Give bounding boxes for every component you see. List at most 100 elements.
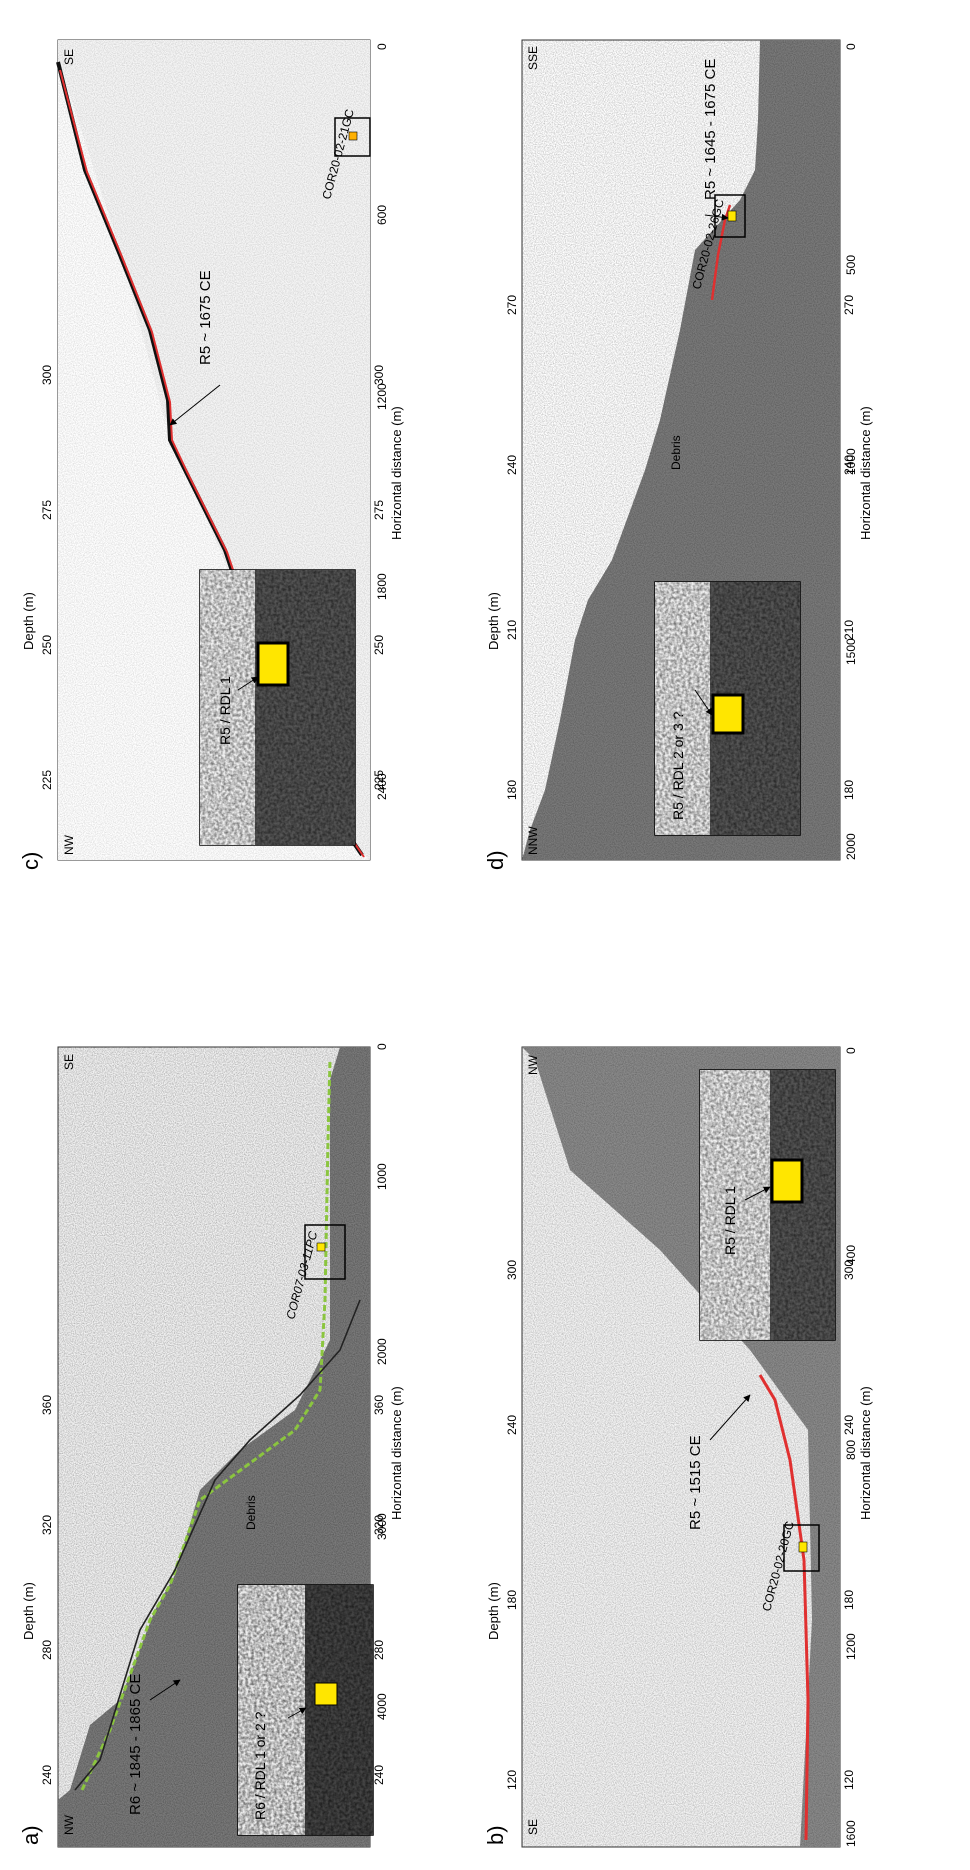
panel-b-xtick: 1200 xyxy=(844,1633,858,1660)
panel-d-core-marker xyxy=(727,210,737,222)
panel-b-letter: b) xyxy=(483,1825,508,1845)
panel-d-corner-right: SSE xyxy=(526,46,540,70)
panel-c-ytick-right: 250 xyxy=(372,635,386,655)
panel-a-reflector xyxy=(80,1059,332,1791)
panel-a-xlabel: Horizontal distance (m) xyxy=(389,1386,404,1520)
panel-b-ytick-right: 300 xyxy=(842,1260,856,1280)
panel-c-inset-arrow xyxy=(237,676,259,691)
panel-a-xtick: 1000 xyxy=(375,1163,389,1190)
panel-c-ytick-left: 300 xyxy=(40,365,54,385)
panel-a-ytick-right: 320 xyxy=(372,1515,386,1535)
panel-a-ytick-right: 280 xyxy=(372,1640,386,1660)
panel-a-letter: a) xyxy=(18,1825,43,1845)
panel-b-xtick: 0 xyxy=(844,1047,858,1054)
panel-b: b) Depth (m) 120 180 240 300 COR20-02-20… xyxy=(483,1046,873,1848)
panel-a-xticks: 4000 3000 2000 1000 0 xyxy=(375,1043,389,1720)
panel-b-reflector xyxy=(758,1374,810,1841)
panel-d-ytick-right: 210 xyxy=(842,620,856,640)
panel-a-xtick: 3000 xyxy=(375,1513,389,1540)
panel-a-xtick: 4000 xyxy=(375,1693,389,1720)
panel-c-ytick-right: 275 xyxy=(372,500,386,520)
panel-b-ytick-right: 240 xyxy=(842,1415,856,1435)
panel-a-reflector-label: R6 ~ 1845 - 1865 CE xyxy=(127,1674,144,1815)
panel-b-yticks-right: 120 180 240 300 xyxy=(842,1260,856,1790)
panel-b-ytick-left: 180 xyxy=(505,1590,519,1610)
panel-c-xlabel: Horizontal distance (m) xyxy=(389,406,404,540)
panel-a-ylabel: Depth (m) xyxy=(21,1582,36,1640)
panel-b-plot: COR20-02-20GC R5 ~ 1515 CE R5 / RDL 1 xyxy=(521,1046,841,1848)
panel-c-reflector-arrow xyxy=(169,384,221,426)
panel-a-basement-line xyxy=(74,1299,361,1791)
panel-a-core-box xyxy=(304,1224,346,1280)
panel-a-ytick-left: 320 xyxy=(40,1515,54,1535)
panel-b-core-box xyxy=(783,1524,820,1572)
panel-d-xtick: 1500 xyxy=(844,638,858,665)
panel-d-xtick: 1000 xyxy=(844,448,858,475)
panel-d-ytick-right: 270 xyxy=(842,295,856,315)
panel-d: d) Depth (m) 180 210 240 270 COR20-02-26… xyxy=(483,39,873,870)
panel-b-xtick: 1600 xyxy=(844,1820,858,1847)
panel-d-inset-label: R5 / RDL 2 or 3 ? xyxy=(670,711,686,820)
panel-b-ytick-left: 300 xyxy=(505,1260,519,1280)
panel-a-debris-label: Debris xyxy=(244,1495,258,1530)
panel-b-ytick-right: 180 xyxy=(842,1590,856,1610)
panel-c-inset: R5 / RDL 1 xyxy=(199,569,356,846)
panel-c-xtick: 600 xyxy=(375,205,389,225)
panel-a: a) Depth (m) 240 280 320 360 COR07-03-11… xyxy=(18,1043,404,1848)
panel-d-yticks-right: 180 210 240 270 xyxy=(842,295,856,800)
panel-b-xticks: 1600 1200 800 400 0 xyxy=(844,1047,858,1847)
panel-b-corner-left: SE xyxy=(526,1819,540,1835)
panel-a-yticks-left: 240 280 320 360 xyxy=(40,1395,54,1785)
panel-a-inset: R6 / RDL 1 or 2 ? xyxy=(237,1584,374,1836)
panel-a-inset-arrow xyxy=(287,1707,307,1719)
panel-b-inset: R5 / RDL 1 xyxy=(699,1069,836,1341)
panel-b-xtick: 800 xyxy=(844,1440,858,1460)
panel-c: c) Depth (m) 225 250 275 300 COR20-02-21… xyxy=(18,39,404,870)
panel-a-yticks-right: 240 280 320 360 xyxy=(372,1395,386,1785)
panel-b-xtick: 400 xyxy=(844,1245,858,1265)
panel-d-ytick-left: 180 xyxy=(505,780,519,800)
panel-a-inset-label: R6 / RDL 1 or 2 ? xyxy=(252,1711,268,1820)
panel-c-plot: COR20-02-21GC R5 ~ 1675 CE R5 / RDL 1 xyxy=(56,39,371,861)
panel-c-ytick-left: 275 xyxy=(40,500,54,520)
panel-a-ytick-right: 360 xyxy=(372,1395,386,1415)
panel-c-xtick: 1200 xyxy=(375,383,389,410)
panel-d-debris-label: Debris xyxy=(669,435,683,470)
panel-b-ytick-right: 120 xyxy=(842,1770,856,1790)
panel-d-ytick-left: 210 xyxy=(505,620,519,640)
panel-c-xtick: 0 xyxy=(375,43,389,50)
panel-c-ytick-right: 225 xyxy=(372,770,386,790)
panel-c-ytick-right: 300 xyxy=(372,365,386,385)
panel-c-yticks-left: 225 250 275 300 xyxy=(40,365,54,790)
panel-c-corner-right: SE xyxy=(62,49,76,65)
panel-b-yticks-left: 120 180 240 300 xyxy=(505,1260,519,1790)
panel-d-letter: d) xyxy=(483,850,508,870)
panel-d-ytick-left: 270 xyxy=(505,295,519,315)
panel-c-yticks-right: 225 250 275 300 xyxy=(372,365,386,790)
panel-d-xtick: 500 xyxy=(844,255,858,275)
panel-a-inset-core xyxy=(314,1682,338,1706)
panel-c-xtick: 2400 xyxy=(375,773,389,800)
panel-a-core-marker xyxy=(316,1242,326,1252)
panel-a-corner-right: SE xyxy=(62,1054,76,1070)
panel-d-xlabel: Horizontal distance (m) xyxy=(858,406,873,540)
panel-d-inset: R5 / RDL 2 or 3 ? xyxy=(654,581,801,836)
panel-b-reflector-label: R5 ~ 1515 CE xyxy=(687,1435,704,1530)
panel-d-xticks: 2000 1500 1000 500 0 xyxy=(844,43,858,860)
panel-a-plot: COR07-03-11PC Debris R6 ~ 1845 - 1865 CE… xyxy=(57,1046,374,1848)
panel-b-ylabel: Depth (m) xyxy=(486,1582,501,1640)
panel-c-ytick-left: 225 xyxy=(40,770,54,790)
panel-d-plot: COR20-02-26GC Debris R5 ~ 1645 - 1675 CE… xyxy=(521,39,841,861)
panel-d-corner-left: NNW xyxy=(526,826,540,855)
panel-d-xtick: 0 xyxy=(844,43,858,50)
panel-d-inset-core xyxy=(711,693,745,735)
panel-d-reflector-label: R5 ~ 1645 - 1675 CE xyxy=(702,59,719,200)
panel-d-ytick-left: 240 xyxy=(505,455,519,475)
panel-c-core-box xyxy=(334,117,371,157)
panel-a-ytick-left: 240 xyxy=(40,1765,54,1785)
panel-d-xtick: 2000 xyxy=(844,833,858,860)
panel-b-ytick-left: 240 xyxy=(505,1415,519,1435)
panel-b-inset-arrow xyxy=(744,1186,771,1201)
panel-a-xtick: 0 xyxy=(375,1043,389,1050)
